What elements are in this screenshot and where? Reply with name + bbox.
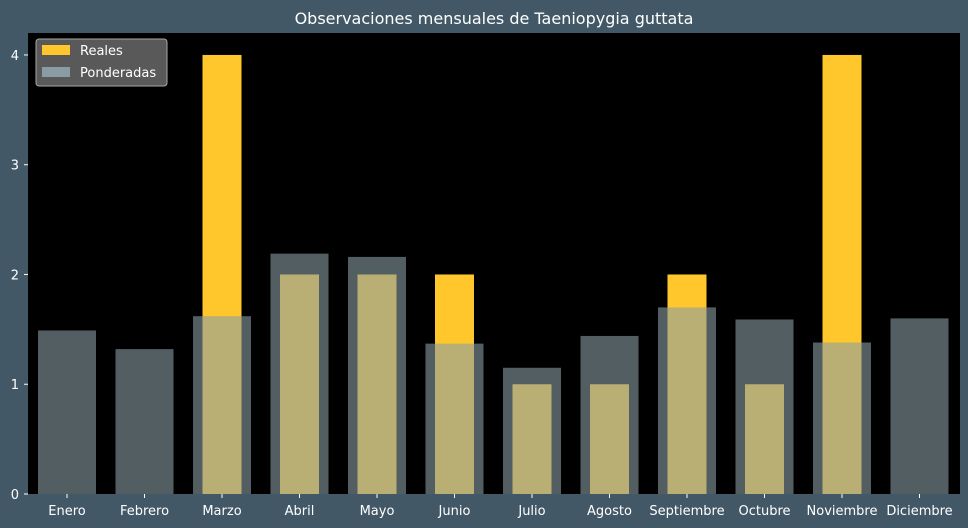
x-tick-label-septiembre: Septiembre xyxy=(649,504,724,519)
plot-area xyxy=(28,33,960,494)
x-tick-label-marzo: Marzo xyxy=(202,504,241,519)
bar-ponderadas-mayo xyxy=(348,256,406,494)
x-tick-label-enero: Enero xyxy=(48,504,86,519)
y-tick-label-0: 0 xyxy=(11,488,19,503)
y-tick-label-1: 1 xyxy=(11,378,19,393)
bar-ponderadas-abril xyxy=(270,253,329,494)
x-tick-label-febrero: Febrero xyxy=(120,504,169,519)
y-tick-label-4: 4 xyxy=(11,49,19,64)
bar-ponderadas-junio xyxy=(425,343,484,494)
chart-title: Observaciones mensuales de Taeniopygia g… xyxy=(295,9,694,28)
x-tick-label-junio: Junio xyxy=(438,504,471,519)
legend-swatch-reales xyxy=(42,45,70,55)
x-tick-label-julio: Julio xyxy=(517,504,545,519)
legend: Reales Ponderadas xyxy=(35,38,168,87)
y-axis: 0 1 2 3 4 xyxy=(11,49,28,503)
x-tick-label-noviembre: Noviembre xyxy=(807,504,878,519)
legend-label-ponderadas: Ponderadas xyxy=(80,66,156,81)
bar-ponderadas-febrero xyxy=(115,349,174,494)
x-tick-label-octubre: Octubre xyxy=(738,504,790,519)
x-axis: Enero Febrero Marzo Abril Mayo Junio Julio Agos… xyxy=(48,494,953,519)
x-tick-label-mayo: Mayo xyxy=(360,504,395,519)
bar-ponderadas-marzo xyxy=(193,316,251,494)
y-tick-label-2: 2 xyxy=(11,268,19,283)
legend-swatch-ponderadas xyxy=(42,67,70,77)
weighted-bars xyxy=(38,253,949,494)
bar-ponderadas-agosto xyxy=(580,335,639,494)
legend-label-reales: Reales xyxy=(80,44,123,59)
x-tick-label-abril: Abril xyxy=(285,504,315,519)
x-tick-label-diciembre: Diciembre xyxy=(886,504,952,519)
x-tick-label-agosto: Agosto xyxy=(587,504,632,519)
bar-ponderadas-noviembre xyxy=(813,342,871,494)
bar-ponderadas-julio xyxy=(503,367,561,494)
bar-ponderadas-diciembre xyxy=(890,318,949,494)
bar-ponderadas-enero xyxy=(38,330,96,494)
bar-ponderadas-octubre xyxy=(735,319,794,494)
y-tick-label-3: 3 xyxy=(11,159,19,174)
bar-ponderadas-septiembre xyxy=(658,307,716,494)
